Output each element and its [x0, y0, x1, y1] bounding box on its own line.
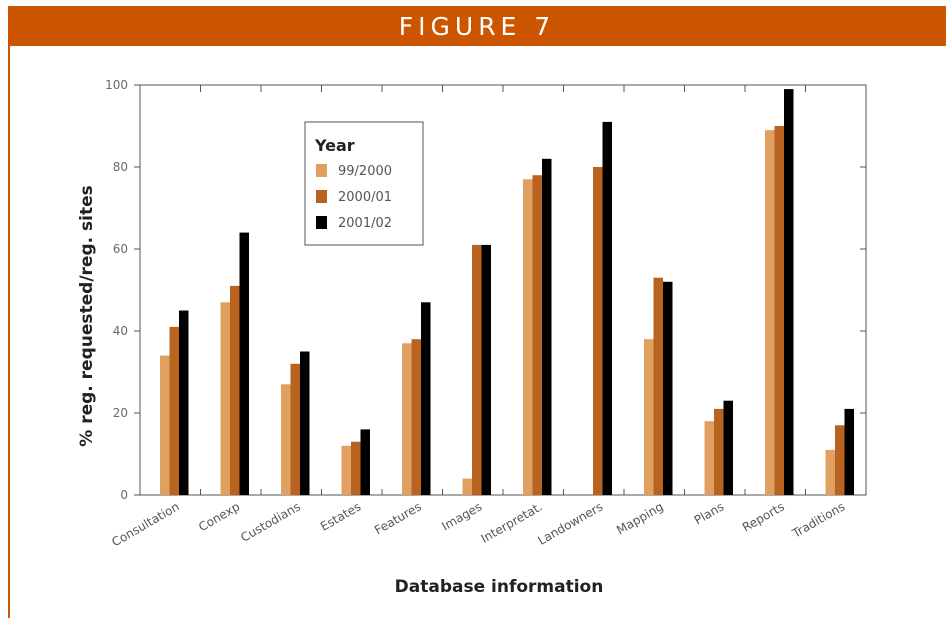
bar-images-2001-02: [481, 244, 491, 495]
bar-features-99-2000: [402, 343, 412, 495]
bar-plans-2001-02: [723, 400, 733, 495]
bar-traditions-2000-01: [835, 425, 845, 495]
legend-label: 99/2000: [338, 164, 392, 179]
legend-swatch-2000-01: [316, 190, 327, 203]
bar-reports-2000-01: [774, 126, 784, 495]
y-tick-label: 80: [113, 160, 128, 174]
y-tick-label: 20: [113, 406, 128, 420]
bar-interpretat-99-2000: [523, 179, 533, 496]
bar-reports-99-2000: [765, 130, 775, 495]
bar-estates-99-2000: [341, 445, 351, 495]
x-tick-label: Interpretat.: [478, 499, 544, 545]
bar-conexp-2001-02: [239, 232, 249, 495]
bar-conexp-2000-01: [230, 285, 240, 495]
y-axis-title: % reg. requested/reg. sites: [77, 185, 97, 446]
bar-landowners-2001-02: [602, 121, 612, 496]
bar-features-2001-02: [421, 302, 431, 495]
bar-custodians-2001-02: [300, 351, 310, 495]
bar-consultation-99-2000: [160, 355, 170, 495]
bar-plans-2000-01: [714, 408, 724, 495]
y-tick-label: 40: [113, 324, 128, 338]
y-axis: 0 20 40 60 80 100: [105, 78, 866, 502]
y-tick-label: 100: [105, 78, 128, 92]
bar-mapping-2001-02: [663, 281, 673, 495]
x-axis-title: Database information: [395, 577, 604, 597]
legend-swatch-2001-02: [316, 216, 327, 229]
bar-landowners-2000-01: [593, 167, 603, 495]
bar-consultation-2001-02: [179, 310, 189, 495]
bar-interpretat-2000-01: [532, 175, 542, 495]
x-tick-label: Landowners: [535, 499, 605, 547]
bar-mapping-99-2000: [644, 339, 654, 495]
x-tick-label: Estates: [318, 499, 363, 533]
figure-title: FIGURE 7: [398, 11, 556, 41]
left-rule: [8, 46, 10, 618]
x-tick-label: Reports: [740, 499, 787, 534]
bar-images-99-2000: [462, 478, 472, 495]
bar-estates-2001-02: [360, 429, 370, 495]
bar-features-2000-01: [411, 339, 421, 495]
bar-traditions-2001-02: [844, 408, 854, 495]
bar-conexp-99-2000: [220, 302, 230, 495]
x-tick-label: Mapping: [614, 499, 666, 537]
y-tick-label: 60: [113, 242, 128, 256]
bar-custodians-99-2000: [281, 384, 291, 495]
bar-traditions-99-2000: [825, 449, 835, 495]
legend-label: 2000/01: [338, 190, 392, 205]
bar-plans-99-2000: [704, 421, 714, 495]
bar-consultation-2000-01: [169, 326, 179, 495]
bar-custodians-2000-01: [290, 363, 300, 495]
legend: Year 99/2000 2000/01 2001/02: [304, 121, 424, 246]
bar-images-2000-01: [472, 244, 482, 495]
bar-estates-2000-01: [351, 441, 361, 495]
x-tick-label: Images: [439, 499, 484, 533]
legend-label: 2001/02: [338, 216, 392, 231]
x-tick-label: Plans: [692, 499, 727, 527]
legend-swatch-99-2000: [316, 164, 327, 177]
x-tick-label: Custodians: [238, 499, 303, 544]
y-tick-label: 0: [120, 488, 128, 502]
x-tick-label: Traditions: [789, 499, 847, 541]
bar-mapping-2000-01: [653, 277, 663, 495]
x-tick-label: Consultation: [109, 499, 181, 549]
bars: [160, 89, 854, 496]
x-tick-label: Conexp: [196, 499, 242, 534]
x-tick-label: Features: [372, 499, 424, 537]
figure-banner: FIGURE 7: [8, 6, 946, 46]
bar-reports-2001-02: [784, 89, 794, 495]
bar-interpretat-2001-02: [542, 158, 552, 496]
legend-title: Year: [314, 136, 355, 155]
